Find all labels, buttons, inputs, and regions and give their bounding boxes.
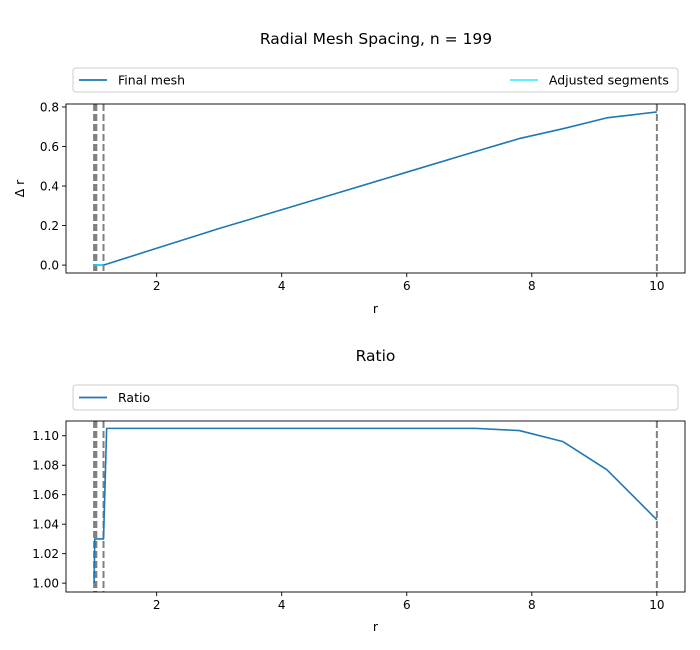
axes-title: Ratio bbox=[356, 347, 396, 365]
plot-area bbox=[93, 421, 658, 592]
y-tick-label: 0.2 bbox=[40, 219, 59, 233]
x-tick-label: 6 bbox=[403, 598, 411, 612]
y-tick-label: 1.02 bbox=[32, 547, 59, 561]
figure-suptitle: Radial Mesh Spacing, n = 199 bbox=[260, 30, 492, 48]
panel-mesh-spacing: 2 4 6 8 10 0.0 0.2 0.4 0.6 0.8 r Δ r Final mesh Adjus… bbox=[12, 67, 686, 316]
axes-frame bbox=[65, 420, 686, 593]
y-tick-label: 1.06 bbox=[32, 488, 59, 502]
axes-frame bbox=[65, 103, 686, 274]
y-tick-label: 1.04 bbox=[32, 518, 59, 532]
y-tick-label: 0.8 bbox=[40, 100, 59, 114]
x-tick-label: 8 bbox=[528, 598, 536, 612]
legend: Ratio bbox=[72, 384, 679, 411]
legend-label: Ratio bbox=[118, 390, 150, 405]
x-tick-label: 8 bbox=[528, 279, 536, 293]
legend-frame bbox=[72, 384, 679, 411]
x-tick-label: 2 bbox=[153, 279, 161, 293]
y-axis-label: Δ r bbox=[12, 179, 27, 198]
x-tick-label: 4 bbox=[278, 279, 286, 293]
series-line-final-mesh bbox=[94, 111, 657, 266]
y-tick-label: 1.08 bbox=[32, 459, 59, 473]
y-tick-label: 0.6 bbox=[40, 140, 59, 154]
panel-ratio: Ratio 2 4 6 8 10 1.00 1.02 1.04 1.06 1.08 1.10 r Rati… bbox=[32, 347, 686, 634]
x-axis-label: r bbox=[373, 619, 379, 634]
legend-label: Final mesh bbox=[118, 73, 185, 88]
x-tick-label: 6 bbox=[403, 279, 411, 293]
x-tick-label: 4 bbox=[278, 598, 286, 612]
legend-label: Adjusted segments bbox=[549, 73, 669, 88]
y-tick-label: 1.00 bbox=[32, 577, 59, 591]
x-tick-label: 2 bbox=[153, 598, 161, 612]
x-tick-label: 10 bbox=[649, 598, 664, 612]
y-tick-label: 0.4 bbox=[40, 180, 59, 194]
legend: Final mesh Adjusted segments bbox=[72, 67, 679, 93]
y-tick-label: 0.0 bbox=[40, 259, 59, 273]
series-line-ratio bbox=[93, 427, 658, 584]
plot-area bbox=[93, 104, 658, 273]
x-axis-label: r bbox=[373, 301, 379, 316]
y-tick-label: 1.10 bbox=[32, 429, 59, 443]
legend-frame bbox=[72, 67, 679, 93]
x-tick-label: 10 bbox=[649, 279, 664, 293]
